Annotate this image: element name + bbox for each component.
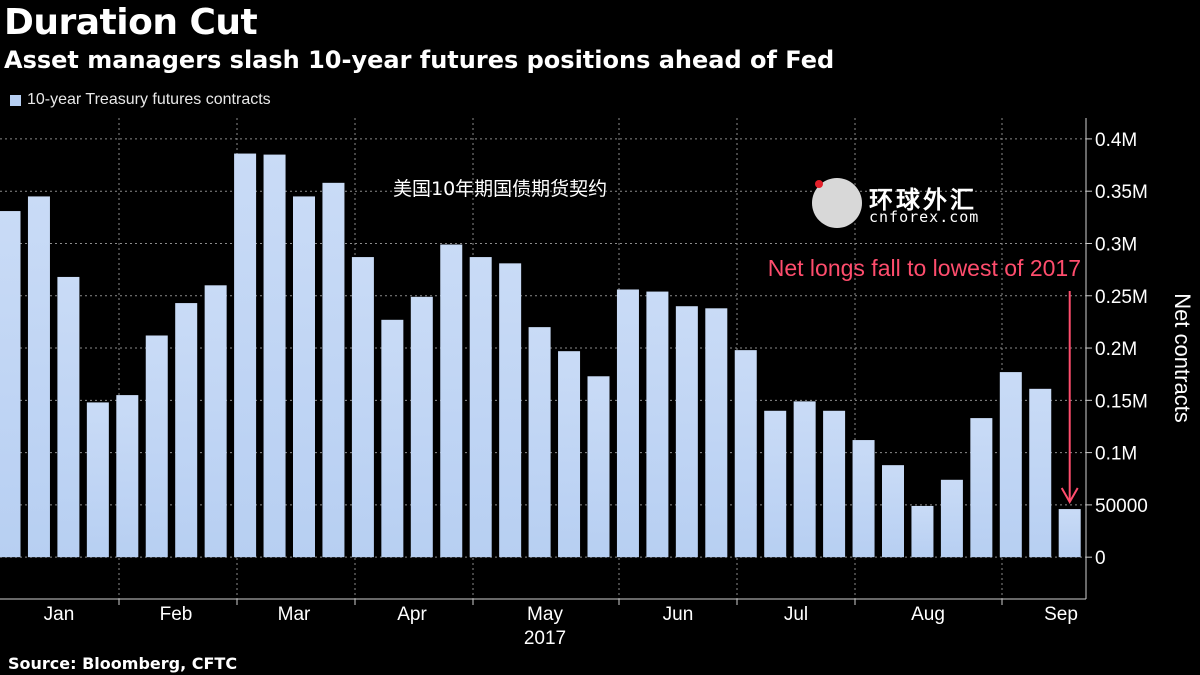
x-tick-label: Jan — [44, 604, 75, 625]
bar — [204, 285, 227, 558]
x-tick-label: Mar — [278, 604, 311, 625]
x-tick-label: Jul — [784, 604, 808, 625]
x-tick-label: Feb — [160, 604, 193, 625]
x-tick-label: Sep — [1044, 604, 1078, 625]
x-tick-label: Aug — [911, 604, 945, 625]
bar — [793, 401, 816, 558]
y-tick-label: 0.35M — [1095, 182, 1148, 203]
bar — [675, 306, 698, 558]
bar — [882, 465, 904, 558]
x-tick-label: Jun — [663, 604, 694, 625]
watermark-en-text: cnforex.com — [869, 208, 980, 226]
legend: 10-year Treasury futures contracts — [10, 91, 271, 109]
bar — [852, 440, 875, 558]
y-axis-title: Net contracts — [1170, 293, 1195, 423]
bar — [823, 410, 846, 558]
y-tick-label: 0.25M — [1095, 287, 1148, 308]
chart-subtitle: Asset managers slash 10-year futures pos… — [4, 46, 835, 74]
y-tick-label: 0 — [1095, 548, 1106, 569]
bar — [499, 263, 522, 558]
bar — [764, 410, 787, 558]
bar — [940, 479, 963, 558]
bar — [999, 372, 1022, 558]
bar — [175, 303, 198, 558]
bar — [0, 211, 21, 558]
bar — [1029, 388, 1052, 558]
y-tick-label: 0.2M — [1095, 339, 1137, 360]
x-tick-label: May — [527, 604, 563, 625]
bar — [351, 257, 374, 558]
annotation-arrow-head — [1060, 487, 1079, 505]
bar — [1058, 509, 1081, 558]
bar — [558, 351, 581, 558]
y-tick-label: 0.1M — [1095, 444, 1137, 465]
bar — [646, 291, 669, 558]
bar — [293, 196, 315, 558]
watermark-cn-text: 环球外汇 — [869, 186, 977, 214]
bar — [86, 402, 109, 558]
bar — [27, 196, 50, 558]
bar — [528, 327, 551, 558]
chart-title: Duration Cut — [4, 2, 258, 43]
bar — [616, 289, 639, 558]
bar — [234, 153, 257, 558]
y-tick-label: 50000 — [1095, 496, 1148, 517]
bar — [970, 418, 993, 558]
source-note: Source: Bloomberg, CFTC — [8, 654, 238, 673]
logo-icon — [812, 178, 862, 228]
bar — [440, 244, 463, 558]
annotation-text: Net longs fall to lowest of 2017 — [768, 255, 1081, 281]
bar — [322, 182, 345, 558]
bar — [410, 296, 433, 558]
legend-label: 10-year Treasury futures contracts — [27, 91, 271, 108]
bar — [705, 308, 728, 558]
x-tick-label: Apr — [397, 604, 427, 625]
bar — [116, 395, 139, 558]
y-tick-label: 0.3M — [1095, 234, 1137, 255]
bar — [263, 154, 286, 558]
logo-dot — [815, 180, 823, 188]
bar — [381, 319, 404, 558]
bar — [587, 376, 610, 558]
y-tick-label: 0.15M — [1095, 391, 1148, 412]
bar — [734, 350, 757, 558]
chinese-annotation: 美国10年期国债期货契约 — [393, 178, 607, 200]
legend-swatch — [10, 94, 21, 106]
y-tick-label: 0.4M — [1095, 130, 1137, 151]
bar — [57, 276, 80, 558]
bar — [911, 505, 934, 558]
x-axis-label: 2017 — [524, 628, 566, 649]
bar — [469, 257, 492, 558]
bar — [145, 335, 168, 558]
